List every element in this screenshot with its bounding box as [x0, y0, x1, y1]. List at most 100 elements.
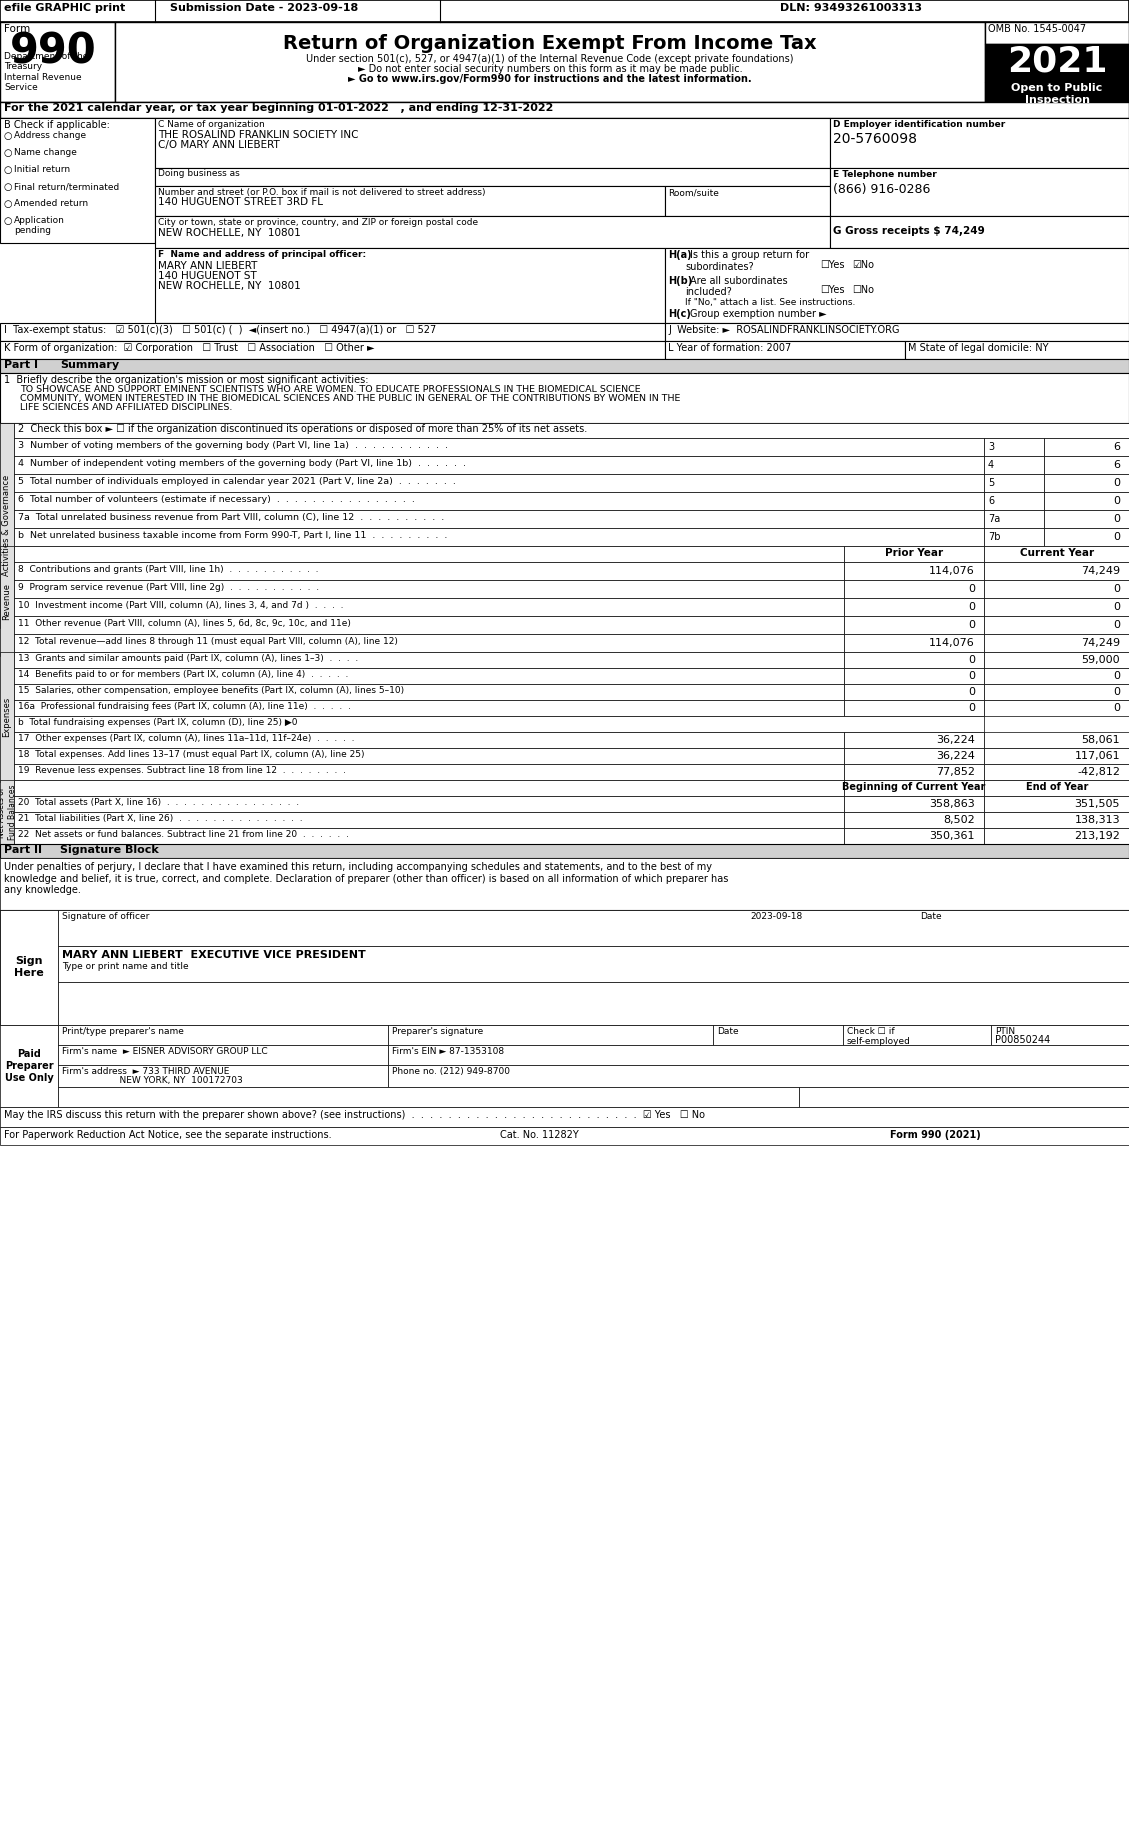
Text: ☐No: ☐No: [852, 285, 874, 296]
Bar: [830, 118, 1129, 168]
Text: 0: 0: [1113, 619, 1120, 630]
Bar: [984, 796, 1129, 811]
Text: For the 2021 calendar year, or tax year beginning 01-01-2022   , and ending 12-3: For the 2021 calendar year, or tax year …: [5, 103, 553, 113]
Text: 8,502: 8,502: [943, 815, 975, 824]
Text: F  Name and address of principal officer:: F Name and address of principal officer:: [158, 249, 366, 259]
Text: Open to Public
Inspection: Open to Public Inspection: [1012, 83, 1103, 105]
Text: End of Year: End of Year: [1026, 782, 1088, 793]
Text: E Telephone number: E Telephone number: [833, 170, 937, 179]
Text: Are all subordinates: Are all subordinates: [690, 275, 788, 286]
Bar: [984, 44, 1129, 81]
Bar: [714, 1026, 843, 1044]
Bar: [14, 763, 844, 780]
Bar: [58, 1064, 388, 1087]
Text: L Year of formation: 2007: L Year of formation: 2007: [668, 344, 791, 353]
Bar: [58, 981, 1129, 1026]
Bar: [0, 423, 14, 628]
Bar: [844, 684, 984, 700]
Bar: [0, 909, 58, 1026]
Text: 74,249: 74,249: [1080, 638, 1120, 649]
Bar: [984, 510, 1044, 529]
Text: 0: 0: [1113, 702, 1120, 713]
Text: Number and street (or P.O. box if mail is not delivered to street address): Number and street (or P.O. box if mail i…: [158, 188, 485, 198]
Text: Expenses: Expenses: [2, 697, 11, 737]
Text: -42,812: -42,812: [1077, 767, 1120, 776]
Text: ○: ○: [5, 148, 12, 157]
Text: MARY ANN LIEBERT: MARY ANN LIEBERT: [158, 261, 257, 272]
Text: Firm's name  ► EISNER ADVISORY GROUP LLC: Firm's name ► EISNER ADVISORY GROUP LLC: [62, 1048, 268, 1055]
Bar: [0, 0, 1129, 22]
Bar: [984, 763, 1129, 780]
Bar: [14, 684, 844, 700]
Bar: [984, 748, 1129, 763]
Bar: [984, 700, 1129, 715]
Bar: [984, 492, 1044, 510]
Text: LIFE SCIENCES AND AFFILIATED DISCIPLINES.: LIFE SCIENCES AND AFFILIATED DISCIPLINES…: [20, 403, 233, 412]
Bar: [844, 652, 984, 667]
Text: M State of legal domicile: NY: M State of legal domicile: NY: [908, 344, 1049, 353]
Text: C/O MARY ANN LIEBERT: C/O MARY ANN LIEBERT: [158, 140, 280, 150]
Bar: [0, 909, 1129, 1026]
Text: 74,249: 74,249: [1080, 565, 1120, 577]
Text: Form: Form: [5, 24, 30, 33]
Bar: [14, 473, 984, 492]
Bar: [0, 118, 155, 242]
Text: Cat. No. 11282Y: Cat. No. 11282Y: [500, 1129, 579, 1140]
Bar: [14, 492, 984, 510]
Text: 0: 0: [968, 702, 975, 713]
Text: Name change: Name change: [14, 148, 77, 157]
Text: Current Year: Current Year: [1019, 549, 1094, 558]
Text: ☐Yes: ☐Yes: [820, 285, 844, 296]
Text: MARY ANN LIEBERT  EXECUTIVE VICE PRESIDENT: MARY ANN LIEBERT EXECUTIVE VICE PRESIDEN…: [62, 950, 366, 959]
Bar: [155, 168, 830, 187]
Text: Prior Year: Prior Year: [885, 549, 943, 558]
Text: PTIN: PTIN: [995, 1027, 1015, 1037]
Text: Signature Block: Signature Block: [60, 845, 159, 856]
Bar: [665, 187, 830, 216]
Text: 2  Check this box ► ☐ if the organization discontinued its operations or dispose: 2 Check this box ► ☐ if the organization…: [18, 423, 587, 434]
Text: 350,361: 350,361: [929, 832, 975, 841]
Text: City or town, state or province, country, and ZIP or foreign postal code: City or town, state or province, country…: [158, 218, 478, 227]
Text: Firm's EIN ► 87-1353108: Firm's EIN ► 87-1353108: [392, 1048, 505, 1055]
Bar: [665, 248, 1129, 323]
Text: 138,313: 138,313: [1075, 815, 1120, 824]
Text: 0: 0: [968, 687, 975, 697]
Text: 0: 0: [1113, 514, 1120, 525]
Text: Return of Organization Exempt From Income Tax: Return of Organization Exempt From Incom…: [283, 33, 816, 54]
Bar: [14, 510, 984, 529]
Bar: [844, 748, 984, 763]
Bar: [14, 599, 844, 615]
Text: DLN: 93493261003313: DLN: 93493261003313: [780, 4, 922, 13]
Bar: [14, 562, 844, 580]
Text: b  Net unrelated business taxable income from Form 990-T, Part I, line 11  .  . : b Net unrelated business taxable income …: [18, 530, 447, 540]
Bar: [14, 634, 844, 652]
Bar: [984, 438, 1044, 456]
Text: 117,061: 117,061: [1075, 750, 1120, 761]
Text: Amended return: Amended return: [14, 200, 88, 209]
Text: 0: 0: [968, 602, 975, 612]
Text: NEW ROCHELLE, NY  10801: NEW ROCHELLE, NY 10801: [158, 281, 300, 290]
Text: D Employer identification number: D Employer identification number: [833, 120, 1005, 129]
Bar: [844, 599, 984, 615]
Text: K Form of organization:  ☑ Corporation   ☐ Trust   ☐ Association   ☐ Other ►: K Form of organization: ☑ Corporation ☐ …: [5, 344, 375, 353]
Text: 5: 5: [988, 479, 995, 488]
Bar: [1044, 473, 1129, 492]
Bar: [984, 615, 1129, 634]
Text: Sign
Here: Sign Here: [15, 955, 44, 978]
Bar: [0, 845, 1129, 857]
Bar: [984, 22, 1129, 44]
Text: 0: 0: [1113, 584, 1120, 593]
Bar: [984, 545, 1129, 562]
Text: THE ROSALIND FRANKLIN SOCIETY INC: THE ROSALIND FRANKLIN SOCIETY INC: [158, 129, 359, 140]
Text: Final return/terminated: Final return/terminated: [14, 181, 120, 190]
Bar: [155, 118, 830, 168]
Bar: [14, 652, 844, 667]
Bar: [844, 580, 984, 599]
Text: 22  Net assets or fund balances. Subtract line 21 from line 20  .  .  .  .  .  .: 22 Net assets or fund balances. Subtract…: [18, 830, 349, 839]
Text: 0: 0: [968, 671, 975, 682]
Text: Summary: Summary: [60, 360, 120, 370]
Bar: [388, 1064, 1129, 1087]
Text: J  Website: ►  ROSALINDFRANKLINSOCIETY.ORG: J Website: ► ROSALINDFRANKLINSOCIETY.ORG: [668, 325, 900, 334]
Bar: [14, 811, 844, 828]
Bar: [0, 22, 115, 102]
